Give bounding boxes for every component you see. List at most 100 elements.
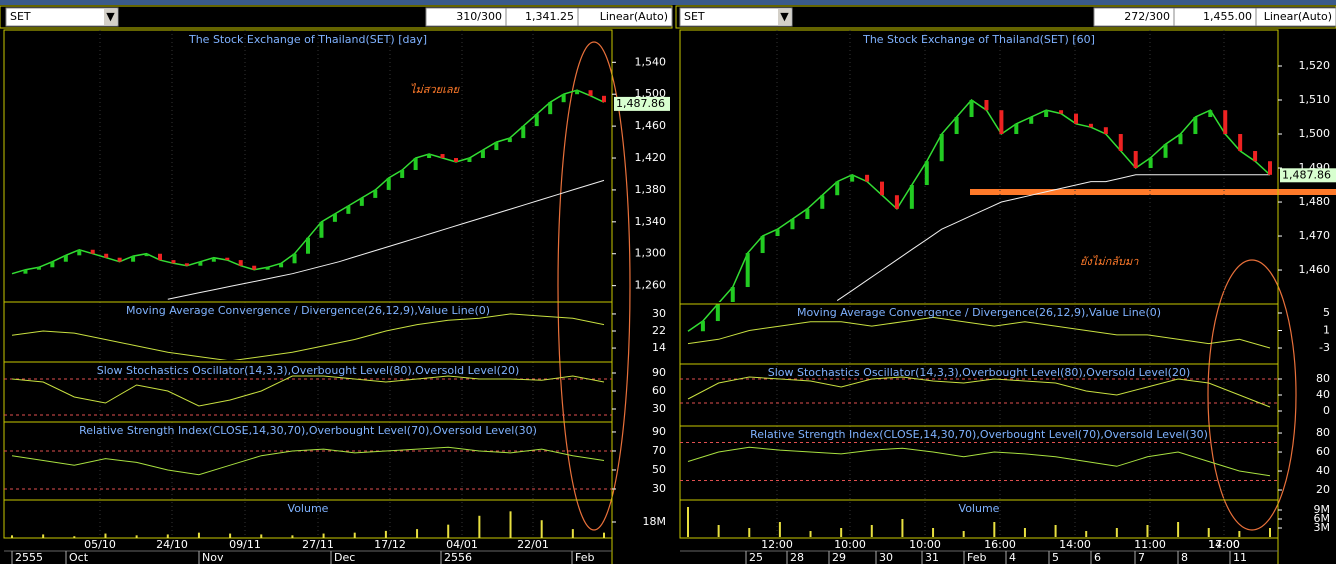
y-tick-label: 1,500	[1299, 127, 1331, 140]
candle	[480, 150, 485, 159]
x-tick-label-2: 8	[1181, 551, 1188, 564]
volume-bar	[932, 528, 935, 538]
volume-bar	[260, 534, 263, 538]
y-tick-label: 1,520	[1299, 59, 1331, 72]
y-tick-label: 1	[1323, 324, 1330, 337]
y-tick-label: 80	[1316, 372, 1330, 385]
x-tick-label: 10:00	[909, 538, 941, 551]
candle	[198, 261, 203, 266]
candle	[999, 110, 1004, 135]
candle	[373, 189, 378, 198]
symbol-dropdown[interactable]	[5, 7, 119, 27]
candle	[1088, 123, 1093, 128]
candle	[63, 255, 68, 262]
candle	[1193, 117, 1198, 135]
x-tick-label-2: 5	[1052, 551, 1059, 564]
macd-line	[687, 316, 1271, 349]
x-tick-label: 17:00	[1208, 538, 1240, 551]
y-tick-label: 9M	[1314, 503, 1331, 516]
candle	[279, 263, 284, 268]
candle	[36, 267, 41, 270]
volume-bar	[322, 533, 325, 538]
average-line	[167, 179, 605, 300]
candle	[548, 102, 553, 115]
candle	[820, 195, 825, 209]
candle	[440, 154, 445, 159]
panel-title: Moving Average Convergence / Divergence(…	[126, 304, 490, 317]
candle	[90, 249, 95, 254]
last-price-box	[1280, 168, 1336, 183]
y-tick-label: 30	[652, 402, 666, 415]
candle	[1148, 157, 1153, 169]
candle	[939, 134, 944, 162]
x-tick-label: 22/01	[517, 538, 549, 551]
volume-bar	[291, 535, 294, 538]
candle	[1268, 161, 1272, 175]
last-price-box	[614, 96, 670, 111]
y-tick-label: 3M	[1314, 521, 1331, 534]
symbol-dropdown[interactable]	[679, 7, 793, 27]
x-tick-label: 09/11	[229, 538, 261, 551]
volume-bar	[840, 528, 843, 538]
candle	[969, 100, 974, 118]
candle	[700, 321, 705, 332]
toolbar-symbol: SET	[10, 10, 31, 23]
candle	[413, 158, 418, 170]
y-tick-label: 1,460	[635, 119, 667, 132]
volume-bar	[11, 535, 13, 538]
x-tick-label: 16:00	[984, 538, 1016, 551]
y-tick-label: 5	[1323, 306, 1330, 319]
candle	[211, 257, 216, 262]
x-tick-label-2: 30	[879, 551, 893, 564]
candle	[1238, 134, 1243, 152]
volume-bar	[1115, 528, 1118, 538]
candle	[1178, 134, 1183, 145]
y-tick-label: 90	[652, 366, 666, 379]
x-tick-label-2: 2556	[444, 551, 472, 564]
plot-area	[4, 89, 612, 538]
dropdown-arrow	[778, 9, 791, 25]
x-tick-label-2: 11	[1233, 551, 1247, 564]
candle	[790, 219, 795, 230]
volume-bar	[1023, 528, 1026, 538]
panel-title: Volume	[288, 502, 329, 515]
volume-bar	[571, 529, 574, 538]
y-tick-label: 1,480	[1299, 195, 1331, 208]
plot-area	[680, 99, 1278, 538]
x-tick-label-2: Feb	[967, 551, 986, 564]
y-tick-label: 1,470	[1299, 229, 1331, 242]
panel-title: Slow Stochastics Oscillator(14,3,3),Over…	[97, 364, 520, 377]
support-line	[970, 189, 1336, 195]
candle	[467, 158, 472, 163]
average-line	[836, 174, 1270, 302]
candle	[225, 257, 230, 261]
candle	[400, 169, 405, 178]
toolbar-scale: Linear(Auto)	[1264, 10, 1332, 23]
x-tick-label: 10:00	[834, 538, 866, 551]
y-tick-label: 80	[1316, 426, 1330, 439]
volume-bar	[229, 533, 232, 538]
volume-bar	[778, 522, 781, 538]
candle	[332, 213, 337, 222]
candle	[954, 117, 959, 135]
y-tick-label: 30	[652, 482, 666, 495]
x-tick-label: 14:00	[1059, 538, 1091, 551]
x-tick-label: 17/12	[374, 538, 406, 551]
candle	[745, 253, 750, 288]
y-tick-label: 30	[652, 307, 666, 320]
candle	[730, 287, 735, 305]
candle	[984, 100, 989, 111]
toolbar-symbol: SET	[684, 10, 705, 23]
x-tick-label: 11:00	[1134, 538, 1166, 551]
candle	[292, 253, 297, 264]
candle	[1044, 110, 1049, 118]
candle	[104, 253, 109, 258]
x-tick-label: 27/11	[302, 538, 334, 551]
volume-bar	[870, 525, 873, 538]
candle	[805, 208, 810, 220]
x-tick-label: 04/01	[446, 538, 478, 551]
stoch-line	[687, 376, 1271, 408]
candle	[494, 142, 499, 151]
